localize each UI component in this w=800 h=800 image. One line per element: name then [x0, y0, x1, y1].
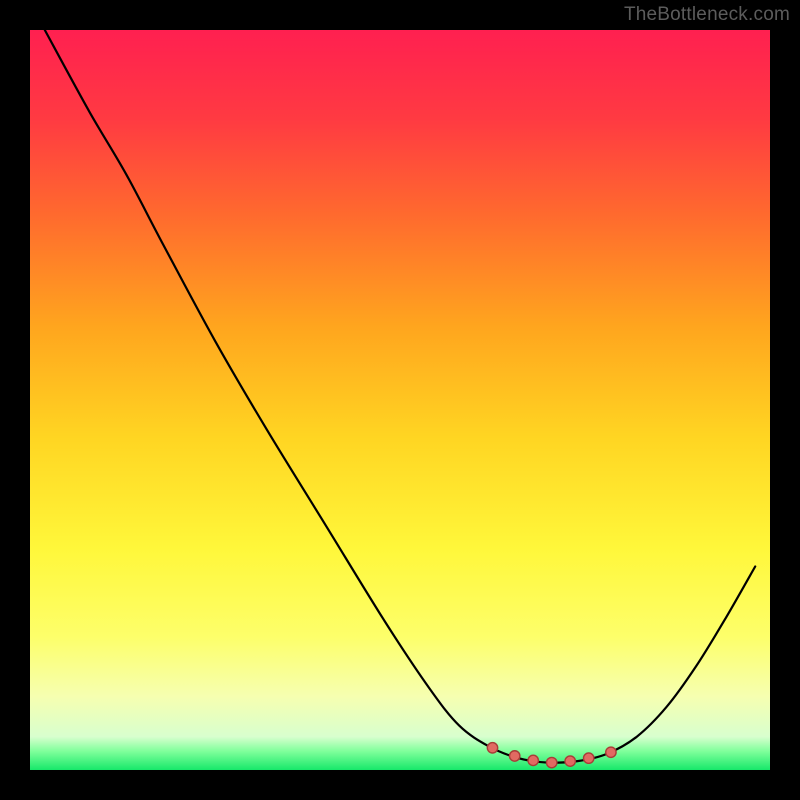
plot-svg [30, 30, 770, 770]
chart-container: TheBottleneck.com [0, 0, 800, 800]
marker-point [487, 743, 497, 753]
gradient-background [30, 30, 770, 770]
marker-point [565, 756, 575, 766]
marker-point [528, 755, 538, 765]
marker-point [547, 757, 557, 767]
watermark-text: TheBottleneck.com [624, 4, 790, 26]
plot-area [30, 30, 770, 770]
marker-point [510, 751, 520, 761]
marker-point [606, 747, 616, 757]
marker-point [584, 753, 594, 763]
